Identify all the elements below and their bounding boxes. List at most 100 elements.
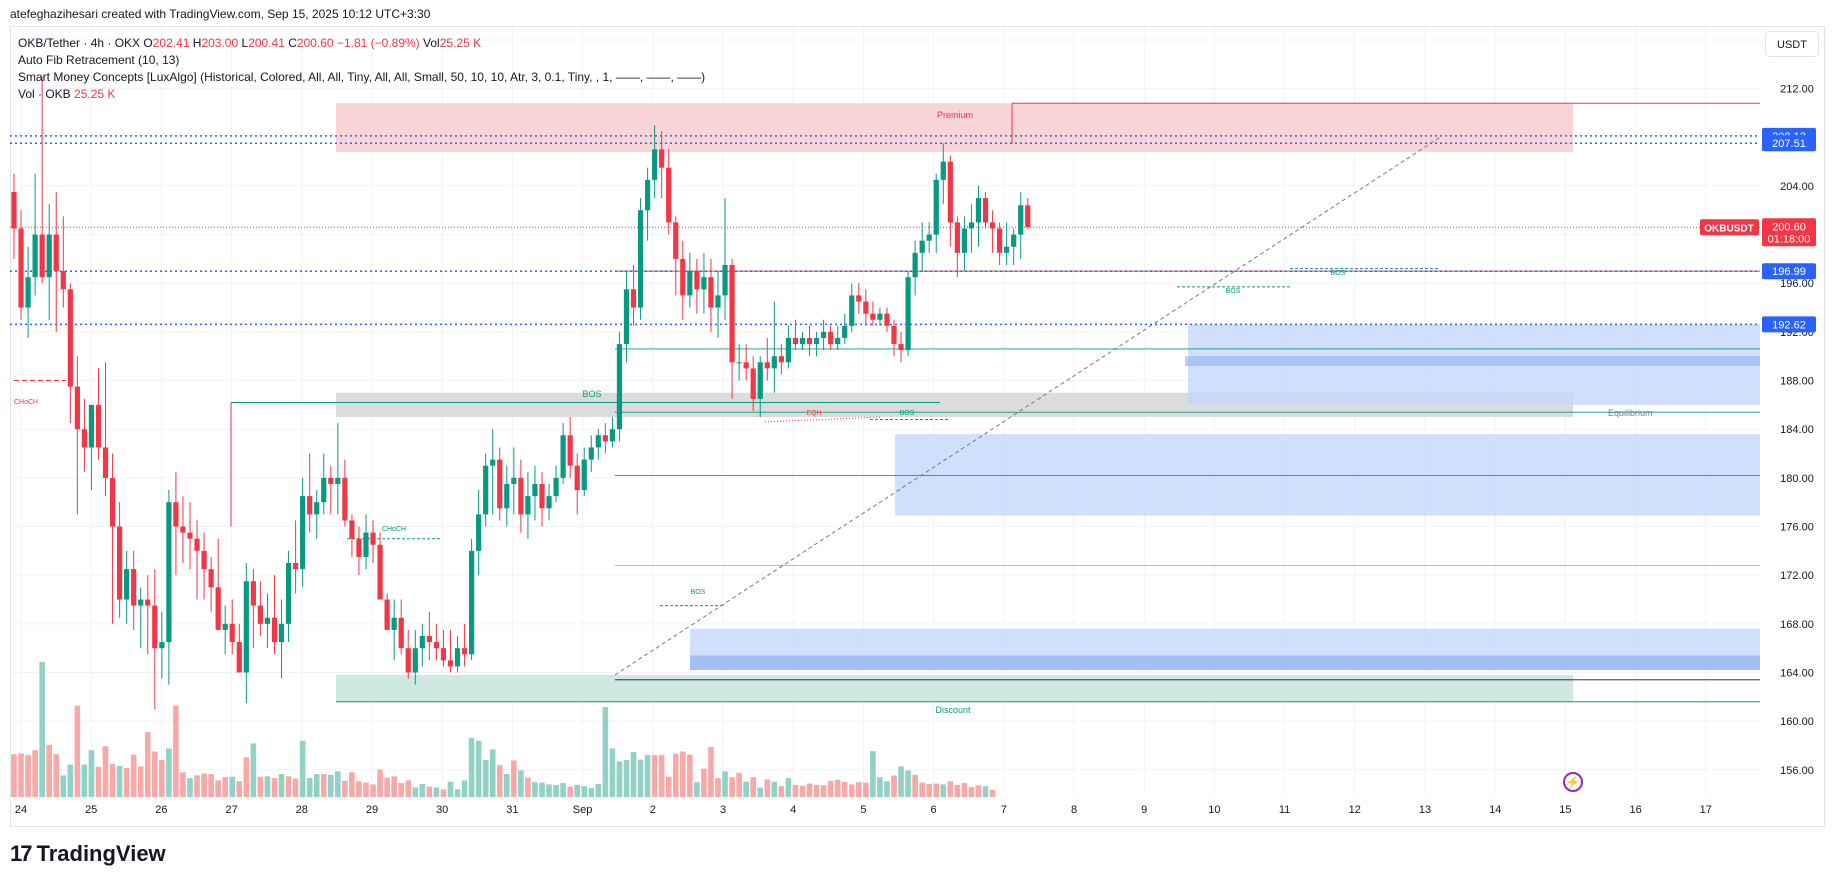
candle-body xyxy=(370,532,376,545)
volume-bar xyxy=(489,749,496,797)
candle-body xyxy=(567,435,573,466)
volume-bar xyxy=(363,782,369,797)
volume-bar xyxy=(834,779,841,797)
candle-body xyxy=(74,386,80,430)
volume-bar xyxy=(757,787,764,797)
candle-body xyxy=(314,502,320,515)
volume-bar xyxy=(95,766,102,797)
symbol-title[interactable]: OKB/Tether · 4h · OKX xyxy=(18,36,141,50)
volume-bar xyxy=(215,780,221,797)
candle-body xyxy=(250,581,256,606)
x-tick-label: 17 xyxy=(1700,804,1712,816)
candle-body xyxy=(229,623,235,643)
candle-body xyxy=(525,496,531,515)
volume-bar xyxy=(968,787,975,797)
volume-bar xyxy=(595,783,602,797)
candle-body xyxy=(701,277,707,290)
volume-bar xyxy=(468,738,475,797)
volume-bar xyxy=(496,765,503,797)
y-tick-label: 168.00 xyxy=(1780,619,1814,631)
volume-bar xyxy=(778,786,785,797)
candle-body xyxy=(680,258,686,296)
candle-body xyxy=(961,228,967,253)
x-tick-label: 11 xyxy=(1279,804,1290,816)
currency-button[interactable]: USDT xyxy=(1765,31,1819,57)
candle-body xyxy=(166,502,172,643)
candle-body xyxy=(842,325,848,338)
candle-body xyxy=(511,477,517,484)
indicator-volume[interactable]: Vol · OKB 25.25 K xyxy=(18,86,705,103)
volume-bar xyxy=(257,776,264,797)
volume-bar xyxy=(947,781,954,797)
x-tick-label: 14 xyxy=(1489,804,1501,816)
candle-body xyxy=(532,483,538,497)
volume-bar xyxy=(81,764,88,797)
volume-bar xyxy=(905,770,911,797)
candle-body xyxy=(405,648,411,673)
candle-body xyxy=(595,435,601,448)
y-tick-label: 164.00 xyxy=(1780,667,1814,679)
volume-bar xyxy=(264,776,271,797)
candle-body xyxy=(982,198,989,223)
volume-bar xyxy=(764,779,771,797)
x-tick-label: 12 xyxy=(1349,804,1361,816)
x-tick-label: 25 xyxy=(85,804,97,816)
candle-body xyxy=(117,526,123,600)
price-label: 207.51 xyxy=(1772,138,1806,150)
high-label: H xyxy=(192,36,202,50)
candle-body xyxy=(321,477,327,503)
candle-body xyxy=(1004,246,1010,253)
indicator-smc[interactable]: Smart Money Concepts [LuxAlgo] (Historic… xyxy=(18,70,706,84)
candle-body xyxy=(236,642,242,673)
volume-bar xyxy=(299,740,306,797)
volume-bar xyxy=(60,775,67,797)
candle-body xyxy=(743,362,749,369)
candle-body xyxy=(905,277,911,351)
x-tick-label: 9 xyxy=(1141,804,1147,816)
candle-body xyxy=(504,483,510,509)
indicator-fib[interactable]: Auto Fib Retracement (10, 13) xyxy=(18,53,180,67)
candle-body xyxy=(307,496,313,515)
candle-body xyxy=(877,313,883,320)
x-tick-label: 7 xyxy=(1001,804,1007,816)
volume-bar xyxy=(32,750,38,797)
volume-bar xyxy=(313,774,320,797)
volume-bar xyxy=(116,765,123,797)
countdown-label: 01:18:00 xyxy=(1768,233,1811,245)
bos-label: BOS xyxy=(1226,288,1241,295)
volume-bar xyxy=(412,787,419,797)
candle-body xyxy=(666,167,672,223)
candle-body xyxy=(384,599,390,630)
volume-bar xyxy=(11,754,17,797)
y-tick-label: 204.00 xyxy=(1780,181,1814,193)
candle-body xyxy=(771,356,777,369)
candle-body xyxy=(609,429,615,442)
candle-body xyxy=(433,642,439,649)
open-label: O xyxy=(143,36,153,50)
lightning-icon[interactable]: ⚡ xyxy=(1563,772,1583,792)
candle-body xyxy=(81,429,87,448)
candle-body xyxy=(673,222,679,259)
candle-body xyxy=(187,532,193,539)
volume-bar xyxy=(877,777,883,797)
candle-body xyxy=(968,222,975,229)
volume-bar xyxy=(637,759,644,797)
candle-body xyxy=(243,581,249,673)
volume-bar xyxy=(187,778,193,797)
volume-bar xyxy=(271,778,278,797)
volume-bar xyxy=(426,786,433,797)
volume-bar xyxy=(546,784,552,797)
candle-body xyxy=(356,538,362,557)
candle-body xyxy=(257,605,263,624)
brand-name: TradingView xyxy=(36,841,166,866)
candle-body xyxy=(919,240,925,253)
candle-body xyxy=(778,356,784,363)
volume-bar xyxy=(384,777,390,797)
y-tick-label: 212.00 xyxy=(1780,84,1814,96)
candle-body xyxy=(708,277,714,308)
candle-body xyxy=(813,337,820,345)
y-tick-label: 156.00 xyxy=(1780,765,1814,777)
candle-body xyxy=(278,623,285,643)
candle-body xyxy=(264,617,271,624)
